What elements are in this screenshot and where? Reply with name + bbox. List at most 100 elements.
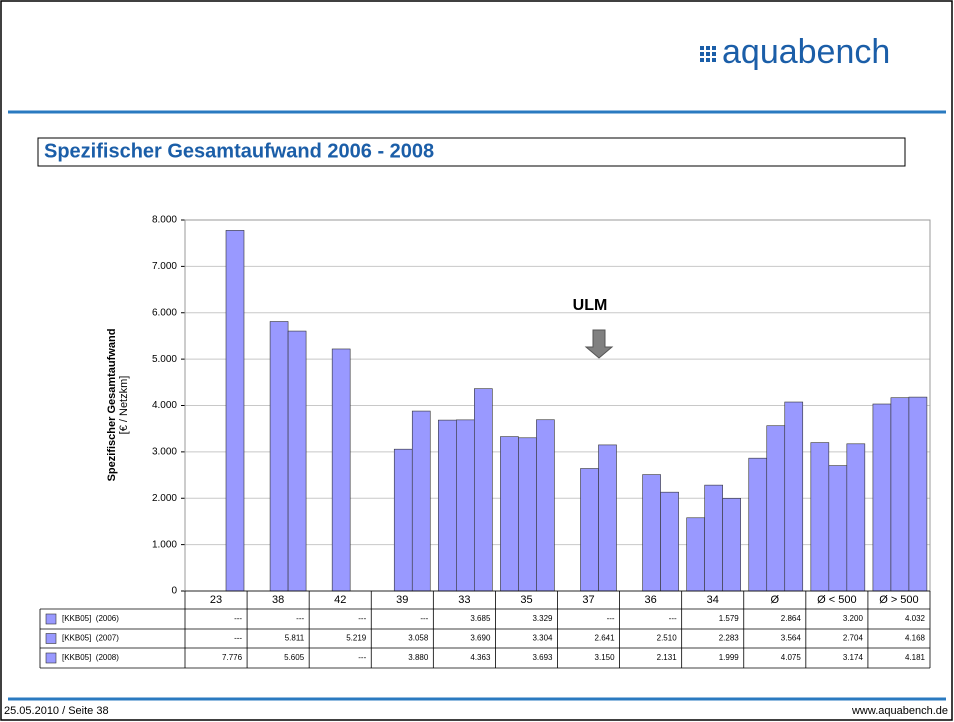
bar [331, 348, 351, 592]
bar [766, 425, 786, 592]
table-value: 1.579 [719, 614, 740, 623]
x-tick-label: 42 [334, 594, 346, 606]
bar [456, 419, 475, 592]
table-value: --- [234, 614, 242, 623]
table-value: 5.219 [346, 634, 367, 643]
table-value: 4.363 [470, 653, 491, 662]
legend-swatch [45, 633, 57, 644]
table-value: 2.864 [781, 614, 802, 623]
bar [810, 442, 830, 592]
table-value: 4.181 [905, 653, 926, 662]
bar [660, 491, 679, 592]
x-tick-label: 23 [210, 594, 222, 606]
table-value: 2.131 [657, 653, 678, 662]
bar [287, 330, 307, 592]
table-value: 4.032 [905, 614, 926, 623]
legend-label: [KKB05] (2006) [62, 614, 119, 623]
footer-left: 25.05.2010 / Seite 38 [4, 705, 109, 717]
table-value: 7.776 [222, 653, 243, 662]
table-value: 3.880 [408, 653, 429, 662]
annotation-arrow [584, 329, 614, 359]
y-tick-label: 8.000 [152, 215, 177, 226]
bar [828, 465, 848, 592]
x-tick-label: 37 [582, 594, 594, 606]
table-value: 2.641 [595, 634, 616, 643]
table-value: 3.174 [843, 653, 864, 662]
x-tick-label: 36 [645, 594, 657, 606]
bar [642, 474, 661, 592]
bar [536, 419, 555, 592]
logo: aquabench [722, 33, 890, 71]
y-tick-label: 6.000 [152, 307, 177, 318]
table-value: 3.200 [843, 614, 864, 623]
bar [580, 468, 599, 592]
y-axis-subtitle: [€ / Netzkm] [118, 376, 130, 435]
table-value: --- [234, 634, 242, 643]
table-value: 3.693 [532, 653, 553, 662]
x-tick-label: 39 [396, 594, 408, 606]
table-value: 4.168 [905, 634, 926, 643]
table-value: 2.510 [657, 634, 678, 643]
bar [784, 401, 804, 592]
footer-right: www.aquabench.de [851, 705, 948, 717]
x-tick-label: 33 [458, 594, 470, 606]
bar [908, 396, 928, 592]
table-value: --- [296, 614, 304, 623]
table-value: --- [669, 614, 677, 623]
x-tick-label: Ø > 500 [879, 594, 918, 606]
legend-swatch [45, 652, 57, 664]
chart-title: Spezifischer Gesamtaufwand 2006 - 2008 [44, 140, 434, 162]
bar [474, 388, 493, 592]
annotation: ULM [573, 297, 608, 314]
y-tick-label: 5.000 [152, 354, 177, 365]
legend-label: [KKB05] (2007) [62, 634, 119, 643]
bar [225, 230, 245, 592]
y-tick-label: 1.000 [152, 539, 177, 550]
bar [686, 517, 705, 592]
bar [393, 448, 413, 592]
bar [411, 410, 431, 592]
table-value: 5.811 [285, 634, 305, 643]
legend-label: [KKB05] (2008) [62, 653, 119, 662]
y-tick-label: 4.000 [152, 400, 177, 411]
table-value: 4.075 [781, 653, 802, 662]
table-value: 3.685 [470, 614, 491, 623]
bar [872, 403, 892, 592]
bar [890, 397, 910, 592]
table-value: 5.605 [284, 653, 305, 662]
table-value: 2.283 [719, 634, 740, 643]
bar [846, 443, 866, 592]
bar [438, 419, 457, 592]
table-value: 3.304 [532, 634, 553, 643]
table-value: 1.999 [719, 653, 740, 662]
bar [518, 437, 537, 592]
title-box [37, 137, 906, 167]
bar [704, 484, 723, 592]
table-value: 3.564 [781, 634, 802, 643]
bar [598, 444, 617, 592]
x-tick-label: Ø [771, 594, 780, 606]
y-axis-title: Spezifischer Gesamtaufwand [106, 329, 118, 482]
bar [269, 321, 289, 592]
table-value: 3.150 [595, 653, 616, 662]
bar [500, 436, 519, 592]
table-value: 3.058 [408, 634, 429, 643]
table-value: --- [607, 614, 615, 623]
logo-dots [700, 46, 716, 62]
x-tick-label: 35 [520, 594, 532, 606]
table-value: --- [420, 614, 428, 623]
y-tick-label: 7.000 [152, 261, 177, 272]
y-tick-label: 0 [171, 586, 177, 597]
table-value: --- [358, 614, 366, 623]
table-value: 2.704 [843, 634, 864, 643]
legend-swatch [45, 613, 57, 625]
y-tick-label: 3.000 [152, 447, 177, 458]
bar [748, 457, 768, 592]
table-value: --- [358, 653, 366, 662]
bar [722, 497, 741, 592]
y-tick-label: 2.000 [152, 493, 177, 504]
x-tick-label: 38 [272, 594, 284, 606]
table-value: 3.690 [470, 634, 491, 643]
